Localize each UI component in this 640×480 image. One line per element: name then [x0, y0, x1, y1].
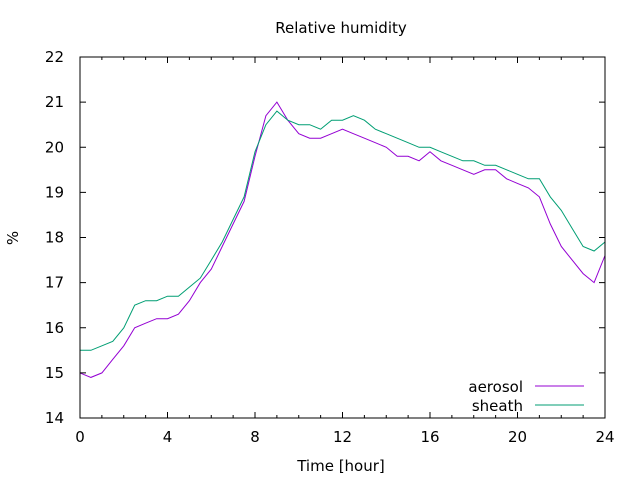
legend: aerosol sheath: [468, 378, 584, 415]
x-tick-label: 12: [333, 428, 352, 446]
x-tick-label: 4: [163, 428, 173, 446]
x-tick-label: 0: [75, 428, 85, 446]
y-tick-label: 19: [45, 183, 64, 201]
y-tick-label: 20: [45, 138, 64, 156]
x-tick-label: 20: [508, 428, 527, 446]
x-axis-label: Time [hour]: [296, 457, 385, 475]
series-line-sheath: [80, 110, 606, 351]
y-tick-label: 17: [45, 274, 64, 292]
y-axis-label: %: [4, 231, 22, 245]
plot-frame: [79, 56, 606, 419]
y-tick-label: 16: [45, 319, 64, 337]
legend-label-sheath: sheath: [472, 397, 523, 415]
x-tick-label: 8: [250, 428, 260, 446]
legend-label-aerosol: aerosol: [468, 378, 523, 396]
x-tick-label: 24: [595, 428, 614, 446]
series-layer: [79, 101, 606, 378]
y-tick-label: 21: [45, 93, 64, 111]
series-line-aerosol: [79, 101, 606, 378]
y-tick-label: 15: [45, 364, 64, 382]
tick-layer: 0 4 8 12 16 20 24 14 15 16 17 18 19 20 21 22: [45, 48, 615, 446]
chart-title: Relative humidity: [275, 19, 407, 37]
y-tick-label: 18: [45, 229, 64, 247]
y-tick-label: 14: [45, 409, 64, 427]
y-tick-label: 22: [45, 48, 64, 66]
x-tick-label: 16: [420, 428, 439, 446]
